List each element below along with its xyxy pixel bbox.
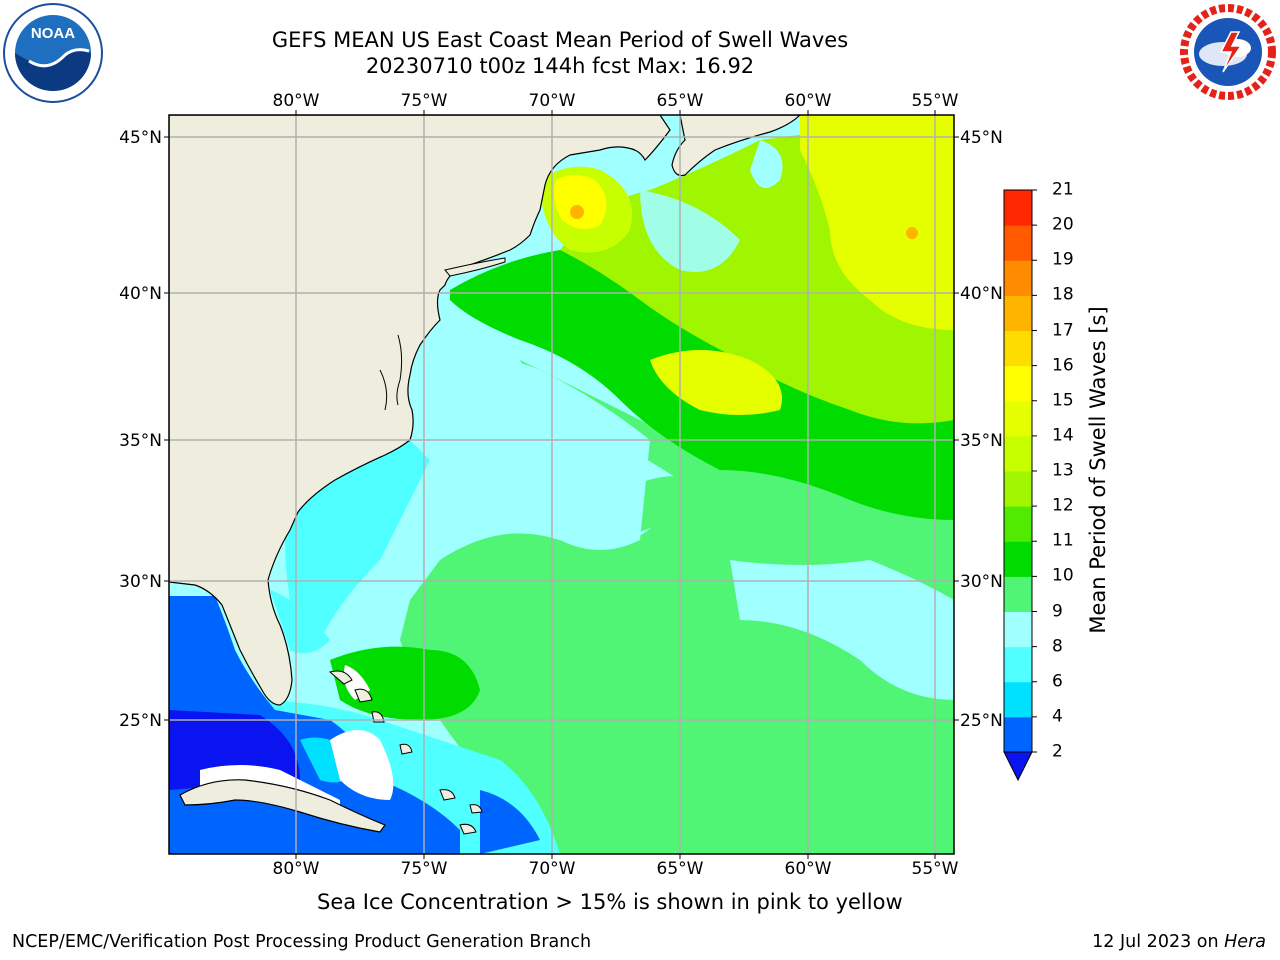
date-text: 12 Jul 2023 on Hera — [1092, 932, 1266, 952]
lat-tick-label: 40°N — [119, 284, 162, 304]
colorbar — [1003, 189, 1037, 782]
date-value: 12 Jul 2023 on — [1092, 932, 1225, 952]
colorbar-segment — [1004, 400, 1032, 437]
colorbar-segment — [1004, 330, 1032, 367]
noaa-logo: NOAA — [3, 3, 103, 103]
lat-tick-label: 30°N — [960, 572, 1003, 592]
colorbar-tick-label: 15 — [1052, 390, 1074, 411]
colorbar-segment — [1004, 435, 1032, 472]
swell-zone-yellow — [800, 115, 954, 330]
lon-tick-label: 80°W — [273, 859, 320, 879]
colorbar-tick-label: 13 — [1052, 460, 1074, 481]
map-frame — [168, 114, 955, 855]
colorbar-tick-label: 16 — [1052, 355, 1074, 376]
colorbar-tick-label: 20 — [1052, 214, 1074, 235]
colorbar-segment — [1004, 471, 1032, 507]
colorbar-tick-label: 2 — [1052, 741, 1063, 762]
colorbar-tick-label: 17 — [1052, 320, 1074, 340]
lat-tick-label: 25°N — [960, 711, 1003, 731]
nws-logo — [1179, 3, 1277, 101]
lon-tick-label: 60°W — [785, 859, 832, 879]
colorbar-tick-label: 18 — [1052, 284, 1074, 305]
lon-tick-label: 75°W — [401, 859, 448, 879]
colorbar-segment — [1004, 541, 1032, 577]
lat-tick-label: 30°N — [119, 572, 162, 592]
lat-tick-label: 45°N — [960, 128, 1003, 148]
colorbar-segment — [1004, 190, 1032, 226]
colorbar-tick-label: 19 — [1052, 249, 1074, 270]
colorbar-tick-label: 11 — [1052, 530, 1074, 551]
lat-tick-label: 45°N — [119, 128, 162, 148]
lon-tick-label: 80°W — [273, 91, 320, 111]
swell-zone-bahamas — [330, 646, 480, 720]
colorbar-tick-label: 10 — [1052, 565, 1074, 586]
colorbar-label: Mean Period of Swell Waves [s] — [1086, 306, 1110, 634]
lon-tick-label: 70°W — [529, 859, 576, 879]
colorbar-segment — [1004, 716, 1032, 753]
lon-tick-label: 55°W — [912, 859, 959, 879]
colorbar-segment — [1004, 365, 1032, 402]
lat-tick-label: 40°N — [960, 284, 1003, 304]
colorbar-tick-label: 12 — [1052, 495, 1074, 516]
colorbar-tick-label: 9 — [1052, 601, 1063, 621]
colorbar-segment — [1004, 646, 1032, 683]
lon-tick-label: 60°W — [785, 91, 832, 111]
colorbar-segment — [1004, 225, 1032, 261]
colorbar-tick-label: 6 — [1052, 671, 1063, 692]
colorbar-under-arrow — [1003, 751, 1033, 782]
colorbar-segment — [1004, 506, 1032, 542]
map-subtitle: 20230710 t00z 144h fcst Max: 16.92 — [365, 54, 755, 78]
colorbar-tick-label: 21 — [1052, 179, 1074, 200]
land-maritimes — [671, 115, 801, 177]
map-gridlines — [169, 115, 954, 854]
lon-tick-label: 70°W — [529, 91, 576, 111]
lon-tick-label: 55°W — [912, 91, 959, 111]
machine-name: Hera — [1224, 932, 1266, 952]
noaa-logo-text: NOAA — [31, 25, 75, 42]
colorbar-tick-label: 8 — [1052, 636, 1063, 657]
lat-tick-label: 25°N — [119, 711, 162, 731]
sea-ice-note: Sea Ice Concentration > 15% is shown in … — [317, 890, 903, 914]
credit-text: NCEP/EMC/Verification Post Processing Pr… — [12, 932, 592, 952]
map-title: GEFS MEAN US East Coast Mean Period of S… — [271, 28, 849, 52]
colorbar-tick-label: 4 — [1052, 706, 1063, 727]
colorbar-segment — [1004, 576, 1032, 612]
colorbar-segment — [1004, 681, 1032, 718]
land-cuba — [179, 779, 386, 833]
lon-tick-label: 65°W — [657, 91, 704, 111]
colorbar-segment — [1004, 611, 1032, 648]
lat-tick-label: 35°N — [960, 431, 1003, 451]
lat-tick-label: 35°N — [119, 431, 162, 451]
colorbar-segment — [1004, 260, 1032, 296]
lon-tick-label: 65°W — [657, 859, 704, 879]
colorbar-segment — [1004, 295, 1032, 331]
land-north-america — [169, 115, 671, 706]
colorbar-tick-label: 14 — [1052, 425, 1074, 446]
lon-tick-label: 75°W — [401, 91, 448, 111]
